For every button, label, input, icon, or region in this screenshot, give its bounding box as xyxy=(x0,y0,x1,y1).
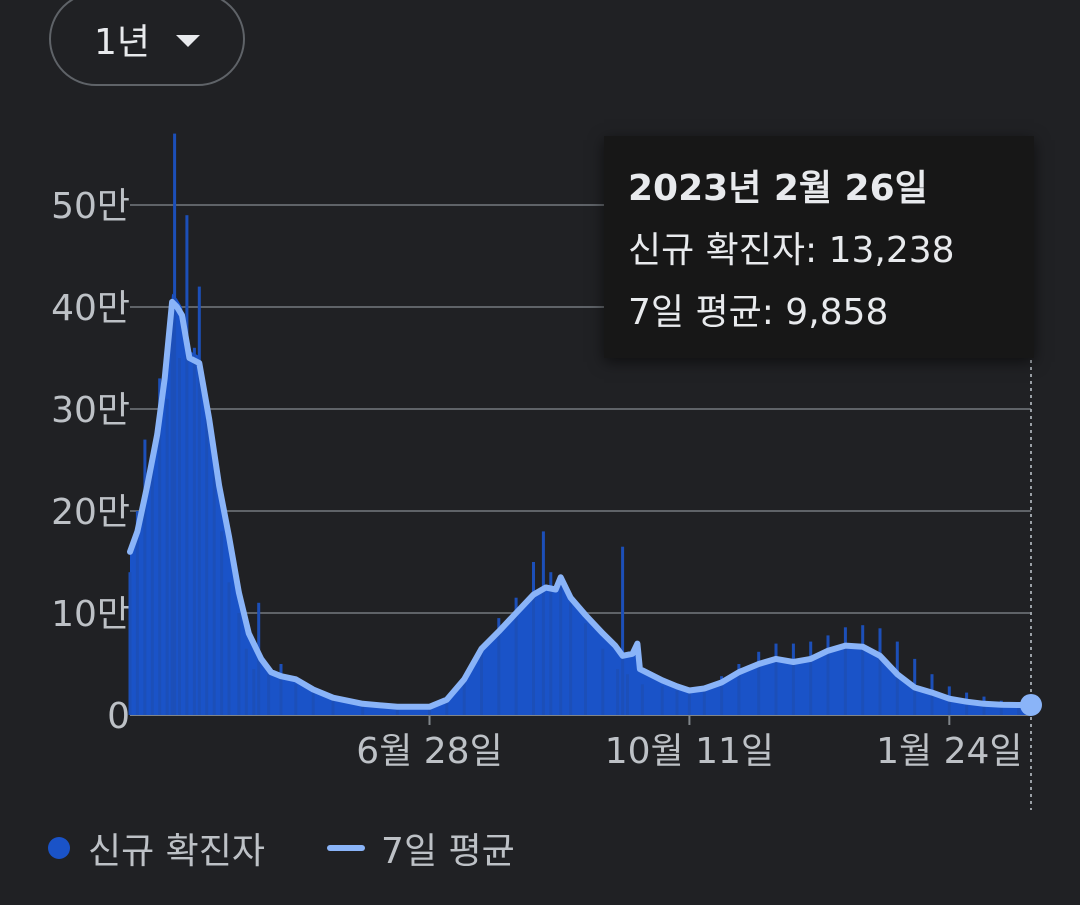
new-cases-bar xyxy=(601,648,605,715)
new-cases-bar xyxy=(497,618,501,715)
tooltip-new-cases-label: 신규 확진자 xyxy=(628,230,806,271)
new-cases-bar xyxy=(640,684,644,715)
new-cases-bar xyxy=(192,347,196,715)
new-cases-bar xyxy=(244,648,248,715)
y-tick-label: 30만 xyxy=(51,390,130,431)
new-cases-bar xyxy=(135,511,139,715)
new-cases-bar xyxy=(549,572,553,715)
new-cases-bar xyxy=(445,699,449,715)
new-cases-bar xyxy=(514,597,518,715)
new-cases-bar xyxy=(861,625,865,715)
new-cases-bar xyxy=(128,572,132,715)
new-cases-bar xyxy=(791,643,795,715)
new-cases-bar xyxy=(178,358,181,715)
new-cases-bar xyxy=(462,679,466,715)
y-tick-label: 0 xyxy=(107,696,130,737)
new-cases-bar xyxy=(480,648,483,715)
new-cases-bar xyxy=(878,628,882,715)
new-cases-bar xyxy=(559,582,563,715)
new-cases-bar xyxy=(311,689,315,715)
new-cases-bar xyxy=(331,696,335,715)
y-tick-label: 20만 xyxy=(51,492,130,533)
tooltip-average-label: 7일 평균 xyxy=(628,292,762,333)
new-cases-bar xyxy=(165,398,169,715)
highlight-point[interactable] xyxy=(1020,693,1042,716)
new-cases-bar xyxy=(895,641,899,715)
tooltip-new-cases: 신규 확진자: 13,238 xyxy=(628,230,955,271)
dot-marker-icon xyxy=(48,837,70,859)
new-cases-bar xyxy=(279,664,283,715)
tooltip-average-value: 9,858 xyxy=(785,292,889,333)
new-cases-bar xyxy=(616,669,620,715)
line-marker-icon xyxy=(327,845,366,851)
new-cases-bar xyxy=(675,690,679,715)
new-cases-bar xyxy=(999,700,1003,715)
tooltip-date: 2023년 2월 26일 xyxy=(628,168,928,209)
x-tick-label: 10월 11일 xyxy=(605,731,774,772)
new-cases-bar xyxy=(687,692,691,715)
new-cases-bar xyxy=(826,635,830,715)
new-cases-bar xyxy=(212,470,216,715)
tooltip-new-cases-value: 13,238 xyxy=(828,230,955,271)
new-cases-bar xyxy=(569,602,573,715)
new-cases-bar xyxy=(720,676,724,715)
new-cases-bar xyxy=(361,702,365,715)
new-cases-bar xyxy=(1017,702,1021,715)
average-line xyxy=(127,298,1034,710)
y-tick-label: 10만 xyxy=(51,594,130,635)
caret-down-icon xyxy=(176,35,201,47)
new-cases-bar xyxy=(532,562,535,715)
y-tick-label: 40만 xyxy=(51,288,130,329)
new-cases-bar xyxy=(621,546,625,715)
new-cases-bar xyxy=(158,378,162,715)
new-cases-bar xyxy=(220,531,224,715)
new-cases-bar xyxy=(227,582,231,715)
new-cases-bar xyxy=(294,684,298,715)
new-cases-bar xyxy=(237,613,241,715)
new-cases-bar xyxy=(809,641,813,715)
new-cases-bar xyxy=(205,419,209,715)
legend-label-average: 7일 평균 xyxy=(381,831,515,872)
new-cases-bar xyxy=(252,669,256,715)
new-cases-bar xyxy=(757,651,761,715)
new-cases-bar xyxy=(428,706,431,715)
new-cases-bar xyxy=(626,674,629,715)
new-cases-bar xyxy=(737,664,741,715)
y-tick-label: 50만 xyxy=(51,186,130,227)
new-cases-bar xyxy=(143,439,147,715)
new-cases-bar xyxy=(774,643,778,715)
new-cases-bar xyxy=(170,317,174,715)
legend-label-new-cases: 신규 확진자 xyxy=(88,831,266,872)
legend-item-new-cases[interactable]: 신규 확진자 xyxy=(48,822,265,874)
new-cases-bar xyxy=(843,627,847,715)
new-cases-bar xyxy=(660,686,664,715)
new-cases-bar xyxy=(197,286,201,715)
chart-legend: 신규 확진자 7일 평균 xyxy=(48,822,515,874)
x-tick-label: 6월 28일 xyxy=(356,731,502,772)
new-cases-bar xyxy=(584,623,587,715)
new-cases-bar xyxy=(150,460,154,715)
chart-tooltip: 2023년 2월 26일 신규 확진자: 13,238 7일 평균: 9,858 xyxy=(604,136,1034,358)
range-select-dropdown[interactable]: 1년 xyxy=(49,0,245,86)
new-cases-bar xyxy=(173,133,177,716)
new-cases-bar xyxy=(702,689,706,715)
legend-item-average[interactable]: 7일 평균 xyxy=(327,822,515,874)
tooltip-average: 7일 평균: 9,858 xyxy=(628,292,889,333)
range-select-label: 1년 xyxy=(93,22,151,63)
new-cases-bar xyxy=(267,674,271,715)
new-cases-bar xyxy=(395,706,399,715)
x-tick-label: 1월 24일 xyxy=(876,731,1022,772)
new-cases-bar xyxy=(541,531,545,715)
new-cases-bar xyxy=(185,215,189,715)
